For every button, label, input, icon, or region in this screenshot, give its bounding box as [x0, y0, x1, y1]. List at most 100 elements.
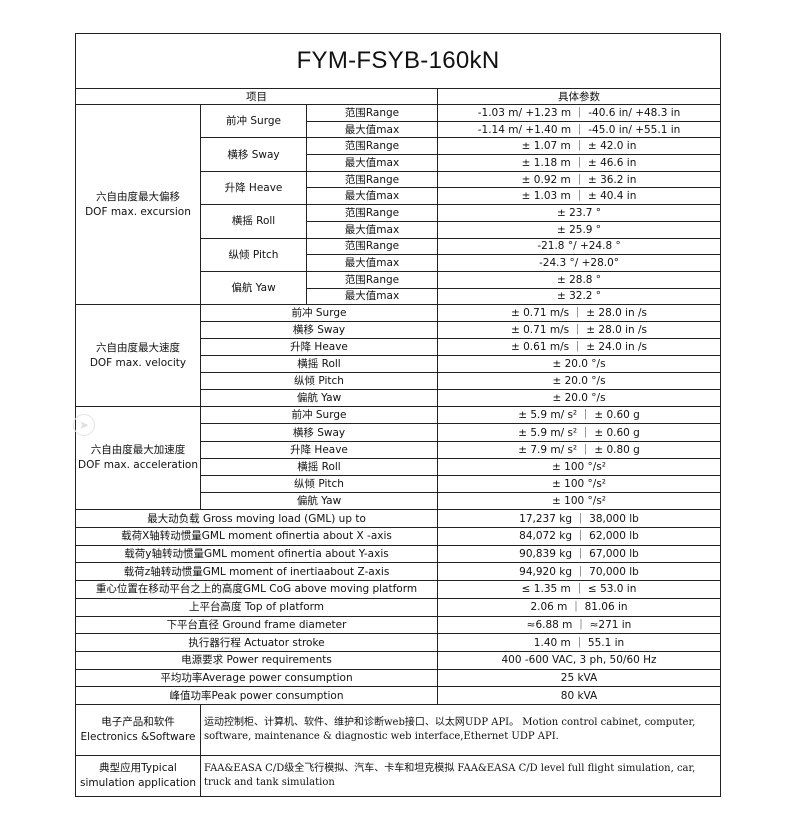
table-row: 纵倾 Pitch ± 20.0 °/s — [76, 372, 722, 391]
table-row: 横摇 Roll ± 20.0 °/s — [76, 355, 722, 374]
row-label: 纵倾 Pitch — [200, 372, 438, 391]
velocity-group-label: 六自由度最大速度 — [96, 341, 180, 354]
row-value: ± 5.9 m/ s² ｜ ± 0.60 g — [436, 406, 722, 425]
row-value: ± 28.8 ° — [436, 270, 722, 289]
table-row: 最大值max ± 25.9 ° — [76, 220, 722, 239]
row-label: 上平台高度 Top of platform — [75, 597, 438, 617]
row-value: 400 -600 VAC, 3 ph, 50/60 Hz — [436, 650, 722, 670]
row-label: 升降 Heave — [200, 440, 438, 459]
row-value: ± 100 °/s² — [436, 474, 722, 494]
row-value: ± 25.9 ° — [436, 220, 722, 239]
row-value: ± 0.71 m/s ｜ ± 28.0 in /s — [436, 321, 722, 340]
spec-table: FYM-FSYB-160kN 项目 具体参数 六自由度最大偏移 DOF max. … — [74, 33, 722, 797]
row-value: ± 23.7 ° — [436, 204, 722, 222]
electronics-label-en: Electronics &Software — [80, 730, 196, 743]
row-value: ± 7.9 m/ s² ｜ ± 0.80 g — [436, 440, 722, 459]
row-label: 横移 Sway — [200, 321, 438, 340]
table-row: 偏航 Yaw ± 100 °/s² — [76, 492, 722, 511]
electronics-row: 电子产品和软件 Electronics &Software 运动控制柜、计算机、软件… — [75, 703, 722, 756]
row-label: 前冲 Surge — [200, 304, 438, 323]
table-row: 峰值功率Peak power consumption 80 kVA — [75, 686, 722, 705]
row-value: ± 1.07 m ｜ ± 42.0 in — [436, 137, 722, 156]
table-row: 重心位置在移动平台之上的高度GML CoG above moving platf… — [75, 580, 722, 599]
table-row: 执行器行程 Actuator stroke 1.40 m ｜ 55.1 in — [75, 633, 722, 652]
application-label: 典型应用Typical simulation application — [75, 754, 201, 797]
row-value: ± 32.2 ° — [436, 287, 722, 306]
table-row: 载荷z轴转动惯量GML moment of inertiaabout Z-axi… — [75, 562, 722, 582]
electronics-label-cn: 电子产品和软件 — [101, 715, 175, 728]
row-label: 前冲 Surge — [200, 406, 438, 425]
row-value: 94,920 kg ｜ 70,000 lb — [436, 562, 722, 582]
row-value: 90,839 kg ｜ 67,000 lb — [436, 544, 722, 564]
row-label: 最大值max — [306, 120, 438, 139]
table-row: 载荷y轴转动惯量GML moment ofinertia about Y-axi… — [75, 544, 722, 564]
row-value: 84,072 kg ｜ 62,000 lb — [436, 527, 722, 546]
row-value: ± 20.0 °/s — [436, 372, 722, 391]
acceleration-group-label-en: DOF max. acceleration — [78, 459, 198, 472]
row-value: -1.14 m/ +1.40 m ｜ -45.0 in/ +55.1 in — [436, 120, 722, 139]
application-label-cn: 典型应用Typical — [99, 761, 177, 774]
row-label: 载荷X轴转动惯量GML moment ofinertia about X -ax… — [75, 527, 438, 546]
row-label: 偏航 Yaw — [200, 389, 438, 408]
row-value: ≤ 1.35 m ｜ ≤ 53.0 in — [436, 580, 722, 599]
application-value: FAA&EASA C/D级全飞行模拟、汽车、卡车和坦克模拟 FAA&EASA C… — [199, 754, 722, 797]
electronics-label: 电子产品和软件 Electronics &Software — [75, 703, 201, 756]
table-row: 上平台高度 Top of platform 2.06 m ｜ 81.06 in — [75, 597, 722, 617]
table-row: 六自由度最大速度 DOF max. velocity 前冲 Surge ± 0.71 … — [75, 304, 722, 408]
table-row: 横摇 Roll ± 100 °/s² — [76, 457, 722, 477]
table-row: 偏航 Yaw 范围Range ± 28.8 ° — [76, 270, 722, 306]
row-label: 范围Range — [306, 204, 438, 222]
row-value: 25 kVA — [436, 668, 722, 688]
row-label: 下平台直径 Ground frame diameter — [75, 615, 438, 635]
row-label: 范围Range — [306, 170, 438, 189]
table-row: 升降 Heave ± 7.9 m/ s² ｜ ± 0.80 g — [76, 440, 722, 459]
row-label: 升降 Heave — [200, 338, 438, 357]
excursion-group-label-en: DOF max. excursion — [85, 205, 191, 218]
page-title: FYM-FSYB-160kN — [74, 33, 722, 89]
row-label: 载荷y轴转动惯量GML moment ofinertia about Y-axi… — [75, 544, 438, 564]
velocity-group-label-en: DOF max. velocity — [89, 356, 187, 369]
row-label: 电源要求 Power requirements — [75, 650, 438, 670]
row-value: -24.3 °/ +28.0° — [436, 254, 722, 272]
axis-name: 横摇 Roll — [200, 204, 307, 239]
row-value: -21.8 °/ +24.8 ° — [436, 237, 722, 256]
table-row: 六自由度最大偏移 DOF max. excursion 前冲 Surge 范围Rang… — [75, 103, 722, 306]
row-label: 平均功率Average power consumption — [75, 668, 438, 688]
excursion-group: 六自由度最大偏移 DOF max. excursion — [75, 103, 201, 306]
table-row: 六自由度最大加速度 DOF max. acceleration 前冲 Surge ± … — [75, 406, 722, 511]
row-value: 17,237 kg ｜ 38,000 lb — [436, 509, 722, 529]
row-value: 80 kVA — [436, 686, 722, 705]
row-value: ± 1.18 m ｜ ± 46.6 in — [436, 154, 722, 172]
table-row: 下平台直径 Ground frame diameter ≈6.88 m ｜ ≈27… — [75, 615, 722, 635]
table-row: 电源要求 Power requirements 400 -600 VAC, 3 p… — [75, 650, 722, 670]
axis-name: 横移 Sway — [200, 137, 307, 172]
axis-name: 纵倾 Pitch — [200, 237, 307, 272]
row-value: ± 0.92 m ｜ ± 36.2 in — [436, 170, 722, 189]
table-row: 最大值max -1.14 m/ +1.40 m ｜ -45.0 in/ +55.1… — [76, 120, 722, 139]
header-params: 具体参数 — [436, 88, 722, 105]
chevron-right-circle-icon[interactable]: ➤ — [73, 414, 95, 436]
row-value: -1.03 m/ +1.23 m ｜ -40.6 in/ +48.3 in — [436, 104, 722, 122]
row-value: ± 20.0 °/s — [436, 389, 722, 408]
row-value: ≈6.88 m ｜ ≈271 in — [436, 615, 722, 635]
row-label: 偏航 Yaw — [200, 492, 438, 511]
row-value: ± 100 °/s² — [436, 457, 722, 477]
application-label-en: simulation application — [80, 776, 196, 789]
row-label: 最大值max — [306, 187, 438, 206]
acceleration-group: 六自由度最大加速度 DOF max. acceleration — [75, 406, 201, 511]
table-row: 最大动负载 Gross moving load (GML) up to 17,23… — [75, 509, 722, 529]
table-row: 最大值max ± 32.2 ° — [76, 287, 722, 306]
row-label: 范围Range — [306, 137, 438, 156]
row-label: 载荷z轴转动惯量GML moment of inertiaabout Z-axi… — [75, 562, 438, 582]
row-value: ± 0.61 m/s ｜ ± 24.0 in /s — [436, 338, 722, 357]
row-value: 1.40 m ｜ 55.1 in — [436, 633, 722, 652]
row-label: 范围Range — [306, 237, 438, 256]
excursion-group-label: 六自由度最大偏移 — [96, 190, 180, 203]
row-label: 最大动负载 Gross moving load (GML) up to — [75, 509, 438, 529]
row-label: 重心位置在移动平台之上的高度GML CoG above moving platf… — [75, 580, 438, 599]
table-row: 最大值max -24.3 °/ +28.0° — [76, 254, 722, 272]
table-row: 偏航 Yaw ± 20.0 °/s — [76, 389, 722, 408]
row-value: ± 20.0 °/s — [436, 355, 722, 374]
row-label: 最大值max — [306, 154, 438, 172]
row-label: 纵倾 Pitch — [200, 474, 438, 494]
